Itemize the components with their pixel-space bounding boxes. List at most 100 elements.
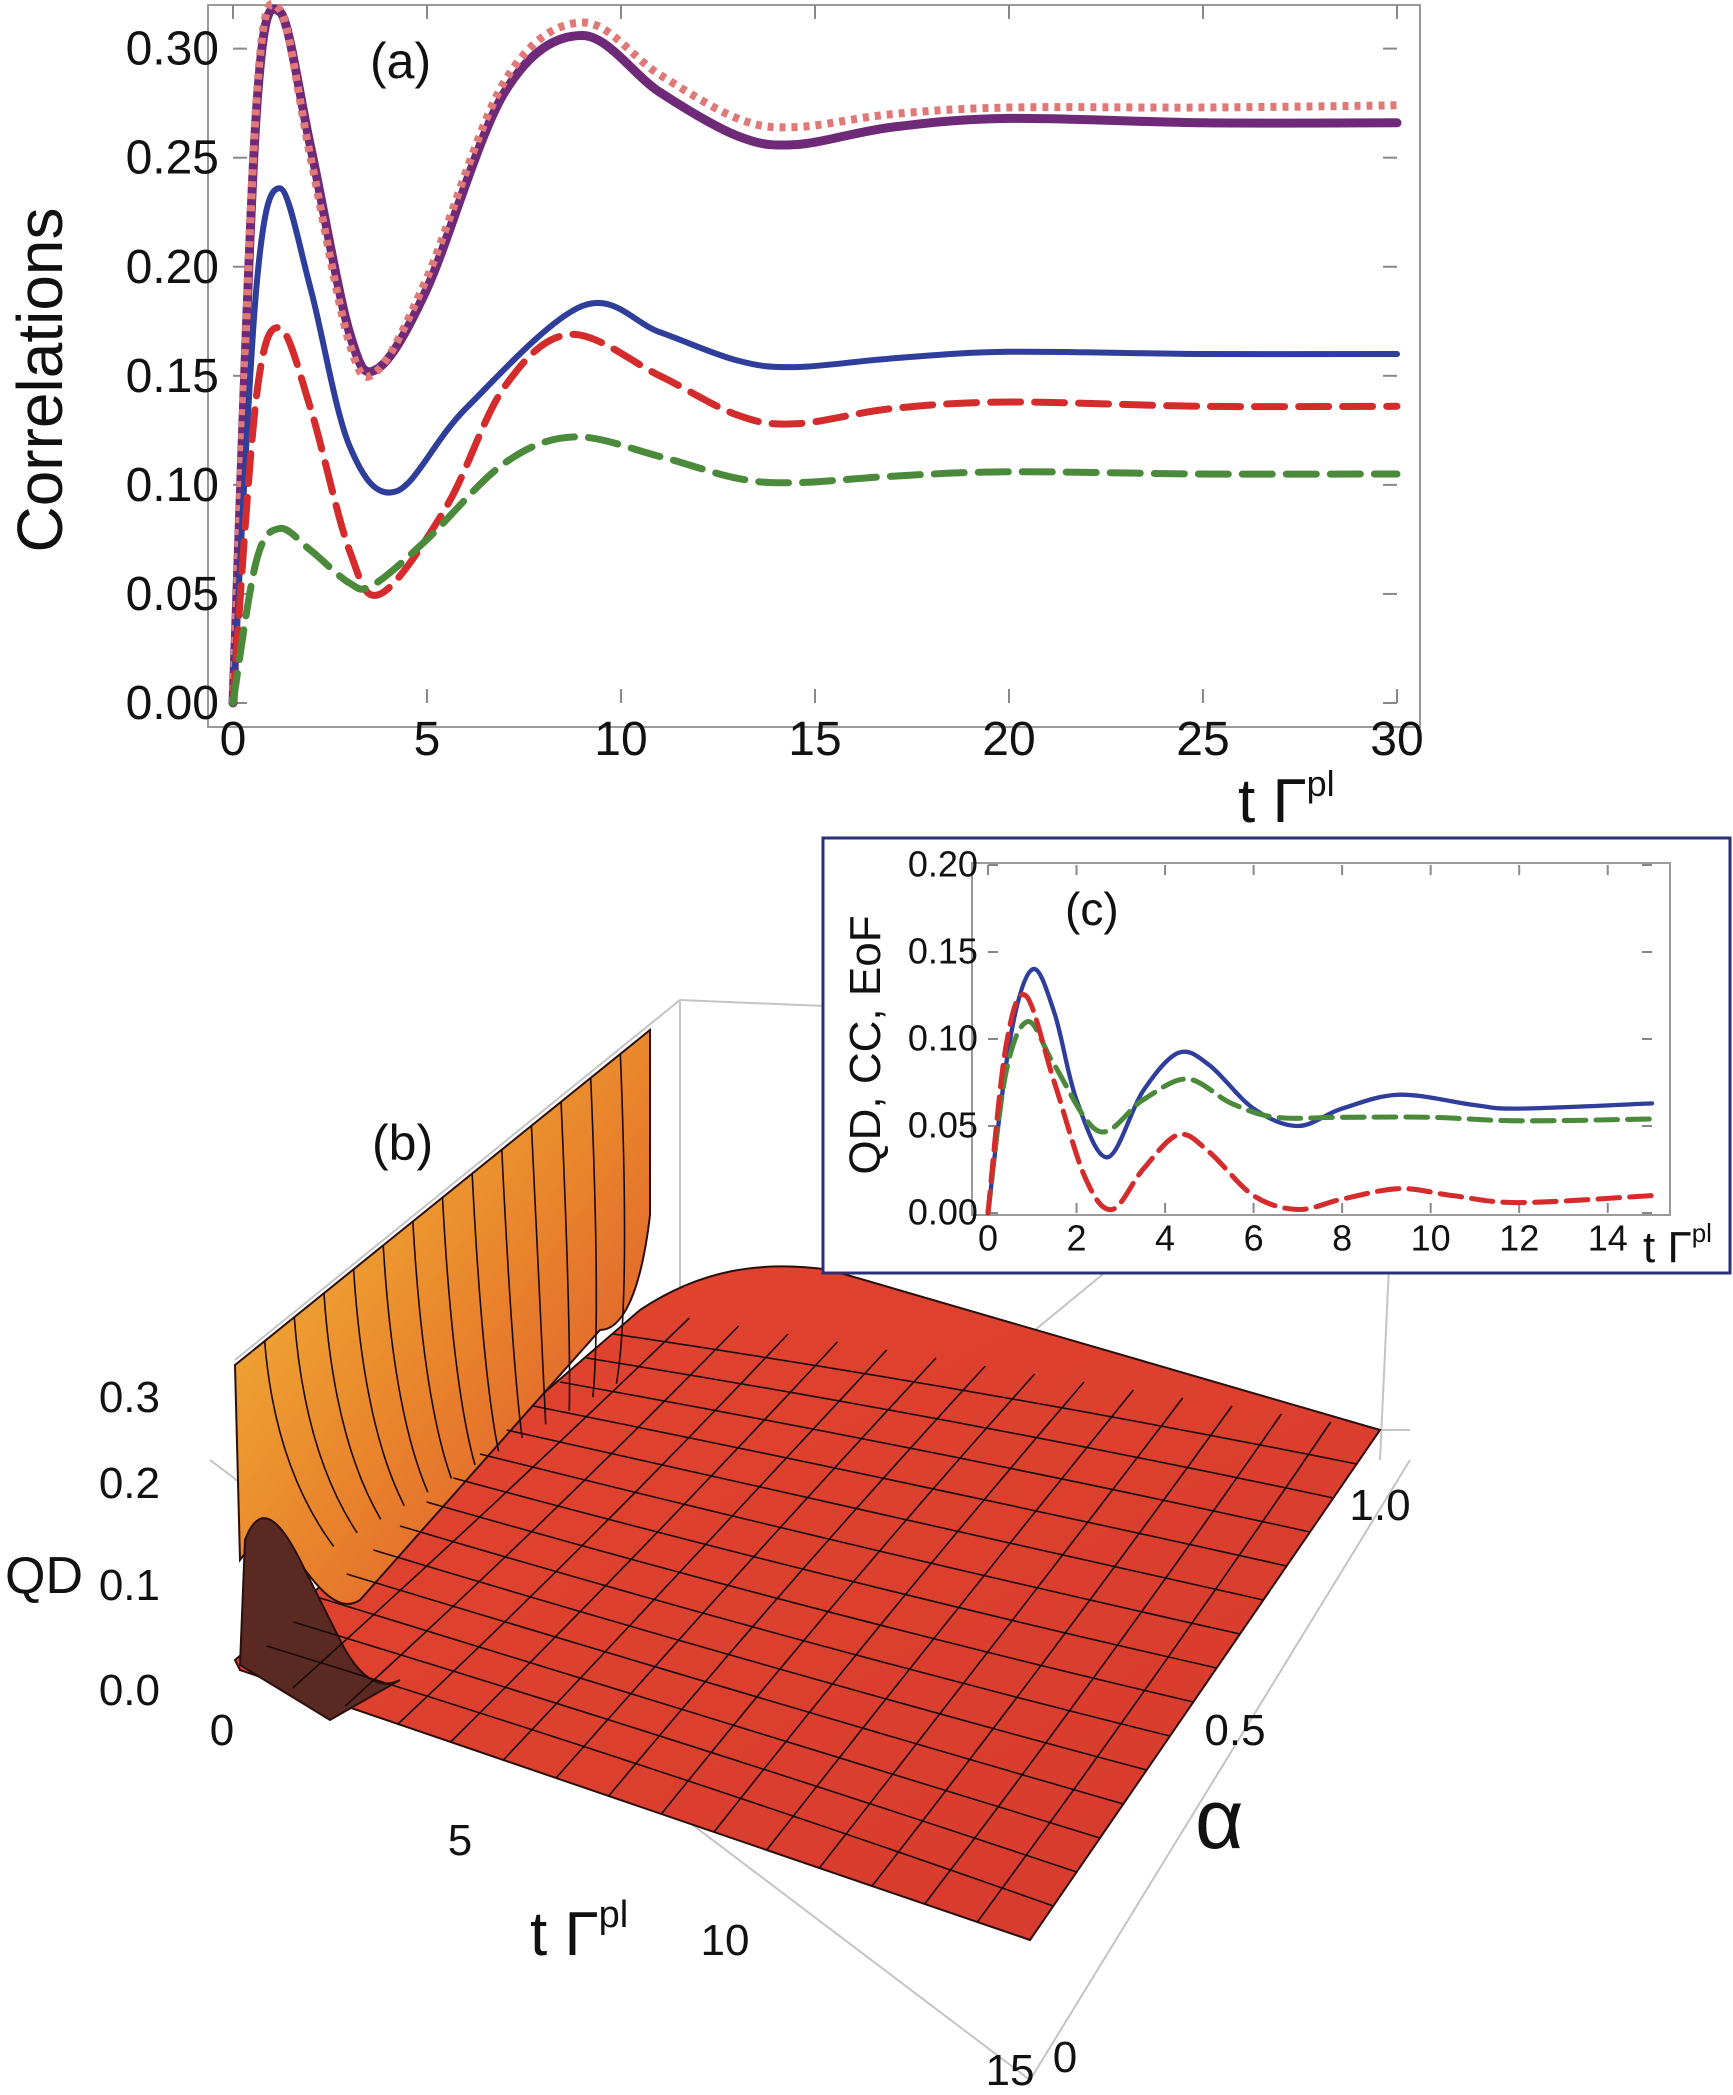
panel-a-ytick-label: 0.30 xyxy=(126,23,219,76)
panel-b-mesh-wall xyxy=(441,1197,476,1466)
panel-a-series xyxy=(228,0,1402,708)
panel-b-mesh-alpha xyxy=(479,1453,1241,1635)
panel-b-ztick-label: 0.1 xyxy=(99,1561,160,1610)
panel-b-zlabel: QD xyxy=(5,1547,83,1605)
panel-c-xtick-label: 10 xyxy=(1411,1217,1451,1258)
panel-c-ylabel: QD, CC, EoF xyxy=(841,915,890,1174)
panel-c-label: (c) xyxy=(1065,883,1119,935)
panel-a-label: (a) xyxy=(370,33,431,89)
panel-b-mesh-t xyxy=(450,1341,838,1743)
panel-b-mesh-t xyxy=(555,1357,937,1779)
panel-b-mesh-wall xyxy=(352,1269,405,1507)
panel-b-alpha-tick-label: 0.5 xyxy=(1204,1706,1265,1755)
panel-b-mesh-alpha xyxy=(293,1621,1077,1873)
panel-c-xtick-label: 12 xyxy=(1499,1217,1539,1258)
panel-b-mesh-alpha xyxy=(533,1405,1287,1567)
panel-b-mesh-t xyxy=(766,1389,1134,1851)
panel-c-xtick-label: 8 xyxy=(1332,1217,1352,1258)
panel-b-ztick-label: 0.3 xyxy=(99,1373,160,1422)
panel-a-xtick-label: 10 xyxy=(594,713,647,766)
panel-a-xtick-label: 30 xyxy=(1370,713,1423,766)
panel-b-mesh-alpha xyxy=(613,1333,1357,1465)
panel-b-mesh-wall xyxy=(589,1077,598,1398)
panel-b-z-tick-labels: 0.0 0.1 0.2 0.3 xyxy=(99,1373,160,1715)
panel-c-series xyxy=(985,966,1655,1216)
panel-b-mesh-alpha xyxy=(373,1549,1147,1771)
panel-b-mesh-wall xyxy=(412,1221,453,1479)
panel-c-series-0 xyxy=(985,966,1655,1216)
panel-b-xlabel-main: t Γ xyxy=(530,1900,599,1969)
panel-c-ytick-label: 0.00 xyxy=(908,1192,978,1233)
panel-a-xlabel-main: t Γ xyxy=(1238,767,1307,836)
panel-b-mesh-alpha xyxy=(559,1381,1311,1533)
panel-b-alpha-tick-label: 0 xyxy=(1053,2033,1077,2082)
panel-a-xtick-label: 25 xyxy=(1176,713,1229,766)
panel-b-xtick-label: 0 xyxy=(210,1706,234,1755)
panel-c-series-2 xyxy=(985,992,1655,1216)
panel-a-xtick-label: 20 xyxy=(982,713,1035,766)
panel-c-ytick-label: 0.10 xyxy=(908,1018,978,1059)
panel-b-mesh-wall xyxy=(263,1341,335,1547)
panel-b-mesh-alpha xyxy=(506,1429,1264,1601)
panel-c-ytick-label: 0.05 xyxy=(908,1105,978,1146)
panel-b-alpha-label: α xyxy=(1195,1772,1244,1866)
panel-c-xtick-label: 4 xyxy=(1155,1217,1175,1258)
panel-a-series-2 xyxy=(230,185,1400,706)
panel-b-xtick-label: 5 xyxy=(448,1816,472,1865)
panel-b-mesh-wall xyxy=(293,1317,358,1534)
panel-a-series-3 xyxy=(229,324,1401,707)
panel-b-mesh-wall xyxy=(323,1293,382,1520)
panel-a-ytick-label: 0.10 xyxy=(126,459,219,512)
panel-b-mesh-wall xyxy=(500,1149,523,1438)
panel-b-mesh-t xyxy=(344,1325,740,1707)
panel-b-mesh-t xyxy=(608,1365,986,1797)
panel-c-series-1 xyxy=(985,1019,1655,1216)
panel-b-mesh-alpha xyxy=(266,1645,1054,1907)
panel-c-xlabel-sup: pl xyxy=(1692,1218,1712,1248)
panel-b-mesh-lines xyxy=(263,1053,1357,1923)
panel-a-tick-labels: 0 5 10 15 20 25 30 0.00 0.05 0.10 0.15 0.20 0.25 0.30 xyxy=(126,23,1424,766)
panel-c-xlabel: t Γpl xyxy=(1643,1218,1712,1272)
panel-a-series-4 xyxy=(229,433,1401,707)
panel-c-ytick-label: 0.20 xyxy=(908,844,978,885)
panel-c-xtick-label: 14 xyxy=(1588,1217,1628,1258)
panel-a-xtick-label: 5 xyxy=(414,713,441,766)
panel-c-inset-chart: 0 2 4 6 8 10 12 14 0.00 0.05 0.10 0.15 0.20 (c) QD, … xyxy=(821,836,1732,1275)
panel-c-xlabel-main: t Γ xyxy=(1643,1223,1692,1272)
panel-b-mesh-alpha xyxy=(399,1525,1171,1737)
panel-b-mesh-alpha xyxy=(453,1477,1217,1669)
panel-b-alpha-tick-labels: 0 0.5 1.0 xyxy=(1053,1481,1411,2082)
panel-a-series-1 xyxy=(229,0,1398,704)
panel-c-frame xyxy=(971,862,1671,1216)
panel-c-tick-labels: 0 2 4 6 8 10 12 14 0.00 0.05 0.10 0.15 0.20 xyxy=(908,844,1628,1259)
panel-a-ylabel: Correlations xyxy=(4,207,76,552)
panel-b-xtick-label: 15 xyxy=(986,2046,1035,2095)
panel-b-ztick-label: 0.0 xyxy=(99,1666,160,1715)
panel-c-xtick-label: 2 xyxy=(1067,1217,1087,1258)
panel-c-ytick-label: 0.15 xyxy=(908,931,978,972)
panel-b-mesh-t xyxy=(397,1333,789,1725)
panel-c-xtick-label: 0 xyxy=(978,1217,998,1258)
panel-a-xlabel: t Γpl xyxy=(1238,763,1335,836)
panel-b-ztick-label: 0.2 xyxy=(99,1459,160,1508)
panel-b-mesh-wall xyxy=(382,1245,429,1493)
panel-b-label: (b) xyxy=(372,1115,433,1171)
panel-a-xtick-label: 0 xyxy=(220,713,247,766)
panel-b-mesh-wall xyxy=(615,1053,626,1384)
panel-a-ytick-label: 0.25 xyxy=(126,132,219,185)
panel-a-xtick-label: 15 xyxy=(788,713,841,766)
panel-b-mesh-wall xyxy=(560,1101,571,1411)
panel-a-ytick-label: 0.05 xyxy=(126,568,219,621)
panel-a-series-0 xyxy=(228,4,1402,708)
panel-a-ytick-label: 0.00 xyxy=(126,677,219,730)
panel-b-mesh-t xyxy=(660,1373,1036,1815)
panel-b-mesh-t xyxy=(976,1421,1332,1923)
panel-b-mesh-wall xyxy=(530,1125,547,1425)
panel-b-mesh-t xyxy=(713,1381,1085,1833)
panel-b-mesh-wall xyxy=(471,1173,500,1452)
panel-a-ytick-label: 0.15 xyxy=(126,350,219,403)
panel-b-surface-plot: (b) QD 0.0 0.1 0.2 0.3 0 5 10 15 0 0.5 1.0 t Γpl… xyxy=(5,998,1411,2095)
panel-b-mesh-alpha xyxy=(346,1573,1124,1805)
panel-b-xlabel-sup: pl xyxy=(599,1894,629,1936)
